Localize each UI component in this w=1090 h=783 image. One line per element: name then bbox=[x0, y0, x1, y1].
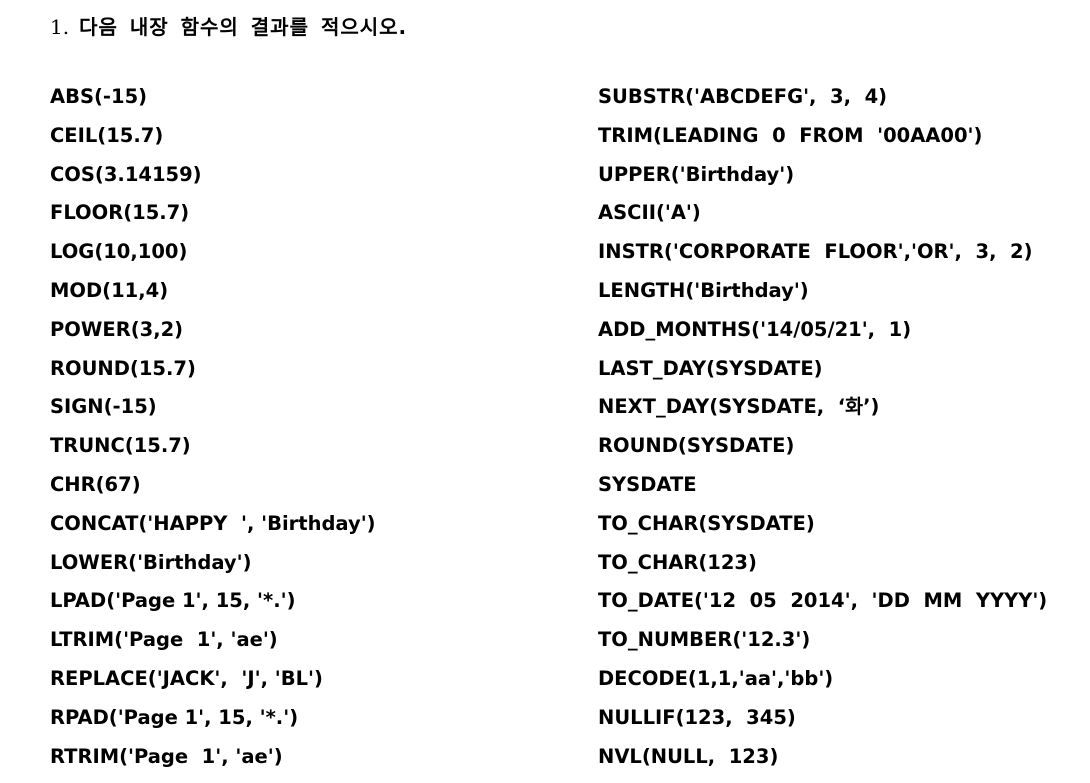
function-item: TO_NUMBER('12.3') bbox=[598, 628, 811, 652]
function-item: POWER(3,2) bbox=[50, 317, 184, 341]
function-item: SUBSTR('ABCDEFG', 3, 4) bbox=[598, 85, 888, 108]
function-item: SIGN(-15) bbox=[50, 395, 157, 419]
function-item: TRIM(LEADING 0 FROM '00AA00') bbox=[598, 123, 983, 147]
left-function-list: ABS(-15) CEIL(15.7) COS(3.14159) FLOOR(1… bbox=[50, 78, 376, 776]
function-item: TO_CHAR(SYSDATE) bbox=[598, 511, 815, 535]
function-item: ROUND(15.7) bbox=[50, 356, 196, 380]
question-text: 다음 내장 함수의 결과를 적으시오. bbox=[79, 15, 408, 39]
function-item: DECODE(1,1,'aa','bb') bbox=[598, 666, 834, 690]
function-item: ROUND(SYSDATE) bbox=[598, 434, 795, 458]
right-function-list: SUBSTR('ABCDEFG', 3, 4) TRIM(LEADING 0 F… bbox=[598, 78, 1047, 776]
function-item: MOD(11,4) bbox=[50, 278, 169, 302]
function-item: NEXT_DAY(SYSDATE, ‘화’) bbox=[598, 395, 880, 419]
function-item: INSTR('CORPORATE FLOOR','OR', 3, 2) bbox=[598, 240, 1033, 264]
function-item: CONCAT('HAPPY ', 'Birthday') bbox=[50, 511, 376, 535]
function-item: NULLIF(123, 345) bbox=[598, 705, 796, 729]
function-item: RPAD('Page 1', 15, '*.') bbox=[50, 705, 299, 729]
function-item: ADD_MONTHS('14/05/21', 1) bbox=[598, 317, 912, 341]
function-item: TO_CHAR(123) bbox=[598, 550, 757, 574]
function-item: LTRIM('Page 1', 'ae') bbox=[50, 628, 278, 652]
question-heading: 1. 다음 내장 함수의 결과를 적으시오. bbox=[50, 12, 407, 42]
function-item: LAST_DAY(SYSDATE) bbox=[598, 356, 823, 380]
function-item: REPLACE('JACK', 'J', 'BL') bbox=[50, 666, 323, 690]
function-item: LOWER('Birthday') bbox=[50, 550, 252, 574]
function-item: TRUNC(15.7) bbox=[50, 434, 191, 458]
function-item: LOG(10,100) bbox=[50, 240, 188, 264]
function-item: TO_DATE('12 05 2014', 'DD MM YYYY') bbox=[598, 589, 1048, 613]
function-item: LPAD('Page 1', 15, '*.') bbox=[50, 589, 296, 613]
function-item: COS(3.14159) bbox=[50, 162, 202, 186]
function-item: UPPER('Birthday') bbox=[598, 162, 795, 186]
function-item: CEIL(15.7) bbox=[50, 123, 164, 147]
function-item: ABS(-15) bbox=[50, 85, 148, 108]
function-item: ASCII('A') bbox=[598, 201, 701, 225]
function-item: NVL(NULL, 123) bbox=[598, 744, 779, 768]
question-number: 1. bbox=[50, 15, 70, 39]
function-item: RTRIM('Page 1', 'ae') bbox=[50, 744, 283, 768]
function-item: FLOOR(15.7) bbox=[50, 201, 190, 225]
function-item: SYSDATE bbox=[598, 472, 697, 496]
function-item: LENGTH('Birthday') bbox=[598, 278, 809, 302]
function-item: CHR(67) bbox=[50, 472, 141, 496]
